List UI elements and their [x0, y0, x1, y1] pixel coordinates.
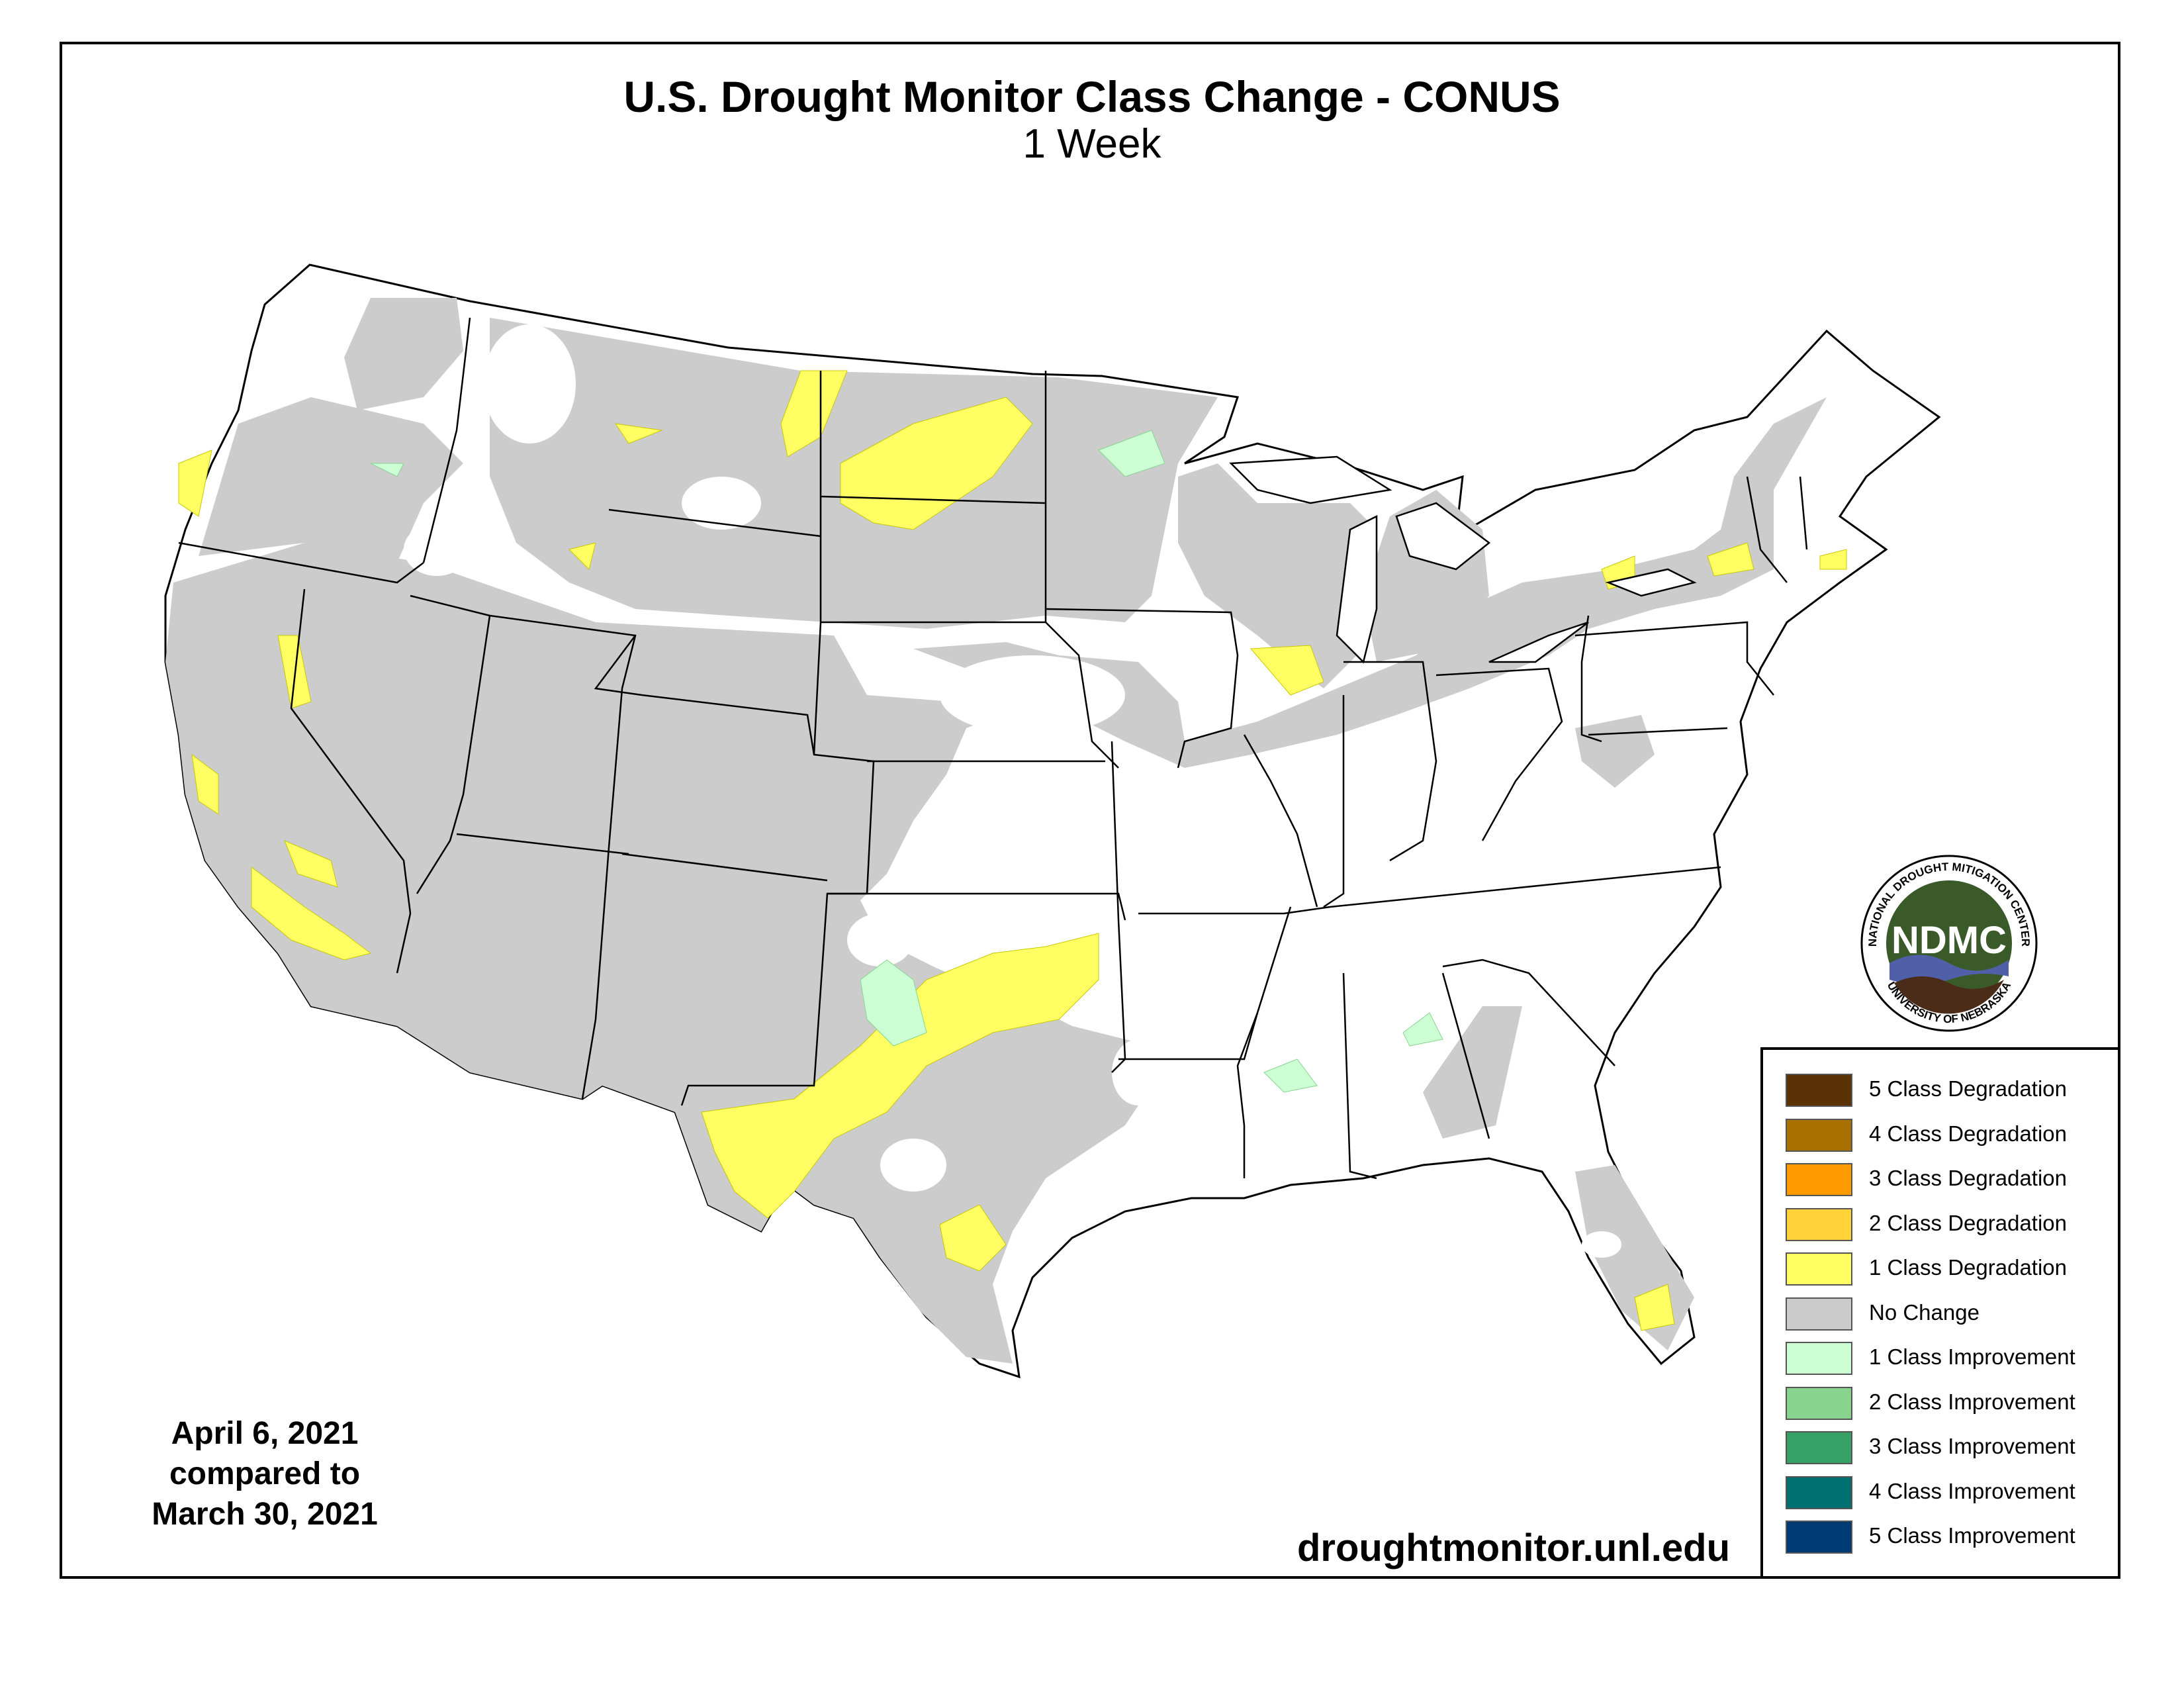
- date-comparison: April 6, 2021 compared to March 30, 2021: [99, 1413, 430, 1534]
- legend-label: 3 Class Improvement: [1869, 1434, 2075, 1458]
- legend-label: 3 Class Degradation: [1869, 1166, 2067, 1190]
- legend-swatch: [1786, 1431, 1852, 1464]
- legend-label: 2 Class Improvement: [1869, 1389, 2075, 1414]
- legend-swatch: [1786, 1521, 1852, 1554]
- legend: 5 Class Degradation 4 Class Degradation 3 …: [1760, 1047, 2120, 1579]
- legend-swatch: [1786, 1386, 1852, 1420]
- legend-swatch: [1786, 1074, 1852, 1107]
- website-url: droughtmonitor.unl.edu: [1297, 1526, 1731, 1570]
- legend-swatch: [1786, 1252, 1852, 1286]
- ndmc-logo: NDMC NATIONAL DROUGHT MITIGATION CENTER …: [1860, 855, 2038, 1032]
- legend-swatch: [1786, 1476, 1852, 1509]
- legend-label: No Change: [1869, 1299, 1979, 1325]
- great-lakes: [1229, 455, 1697, 664]
- date-previous: March 30, 2021: [152, 1497, 378, 1532]
- legend-label: 5 Class Improvement: [1869, 1523, 2075, 1548]
- legend-label: 4 Class Improvement: [1869, 1478, 2075, 1503]
- legend-label: 1 Class Degradation: [1869, 1255, 2067, 1280]
- legend-swatch: [1786, 1297, 1852, 1331]
- map-subtitle: 1 Week: [1023, 121, 1161, 167]
- date-current: April 6, 2021: [171, 1416, 359, 1451]
- legend-label: 2 Class Degradation: [1869, 1210, 2067, 1235]
- map-title: U.S. Drought Monitor Class Change - CONU…: [623, 72, 1561, 121]
- legend-label: 5 Class Degradation: [1869, 1076, 2067, 1101]
- legend-swatch: [1786, 1342, 1852, 1375]
- no-category-patches: [404, 324, 1621, 1258]
- legend-swatch: [1786, 1207, 1852, 1241]
- legend-swatch: [1786, 1163, 1852, 1196]
- improvement-regions: [370, 430, 1443, 1093]
- legend-label: 4 Class Degradation: [1869, 1121, 2067, 1146]
- logo-abbreviation: NDMC: [1891, 919, 2007, 962]
- state-boundaries: [178, 317, 1808, 1180]
- legend-swatch: [1786, 1118, 1852, 1152]
- legend-label: 1 Class Improvement: [1869, 1344, 2075, 1369]
- no-change-regions: [165, 298, 1827, 1364]
- date-compared-to: compared to: [169, 1456, 361, 1491]
